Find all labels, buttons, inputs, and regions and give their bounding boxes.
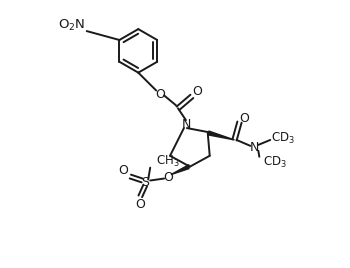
Text: O: O — [119, 164, 128, 177]
Text: O: O — [135, 198, 145, 211]
Text: O: O — [239, 112, 250, 125]
Text: $\mathrm{CD_3}$: $\mathrm{CD_3}$ — [263, 155, 287, 170]
Text: O: O — [163, 171, 173, 184]
Text: O: O — [155, 88, 165, 101]
Text: O: O — [192, 85, 202, 98]
Polygon shape — [209, 131, 235, 140]
Polygon shape — [171, 165, 189, 174]
Text: N: N — [182, 118, 191, 131]
Text: $\mathrm{O_2N}$: $\mathrm{O_2N}$ — [58, 18, 85, 33]
Text: $\mathrm{CD_3}$: $\mathrm{CD_3}$ — [271, 131, 295, 146]
Text: $\mathrm{CH_3}$: $\mathrm{CH_3}$ — [156, 154, 180, 169]
Text: S: S — [141, 176, 149, 189]
Text: N: N — [250, 141, 259, 154]
